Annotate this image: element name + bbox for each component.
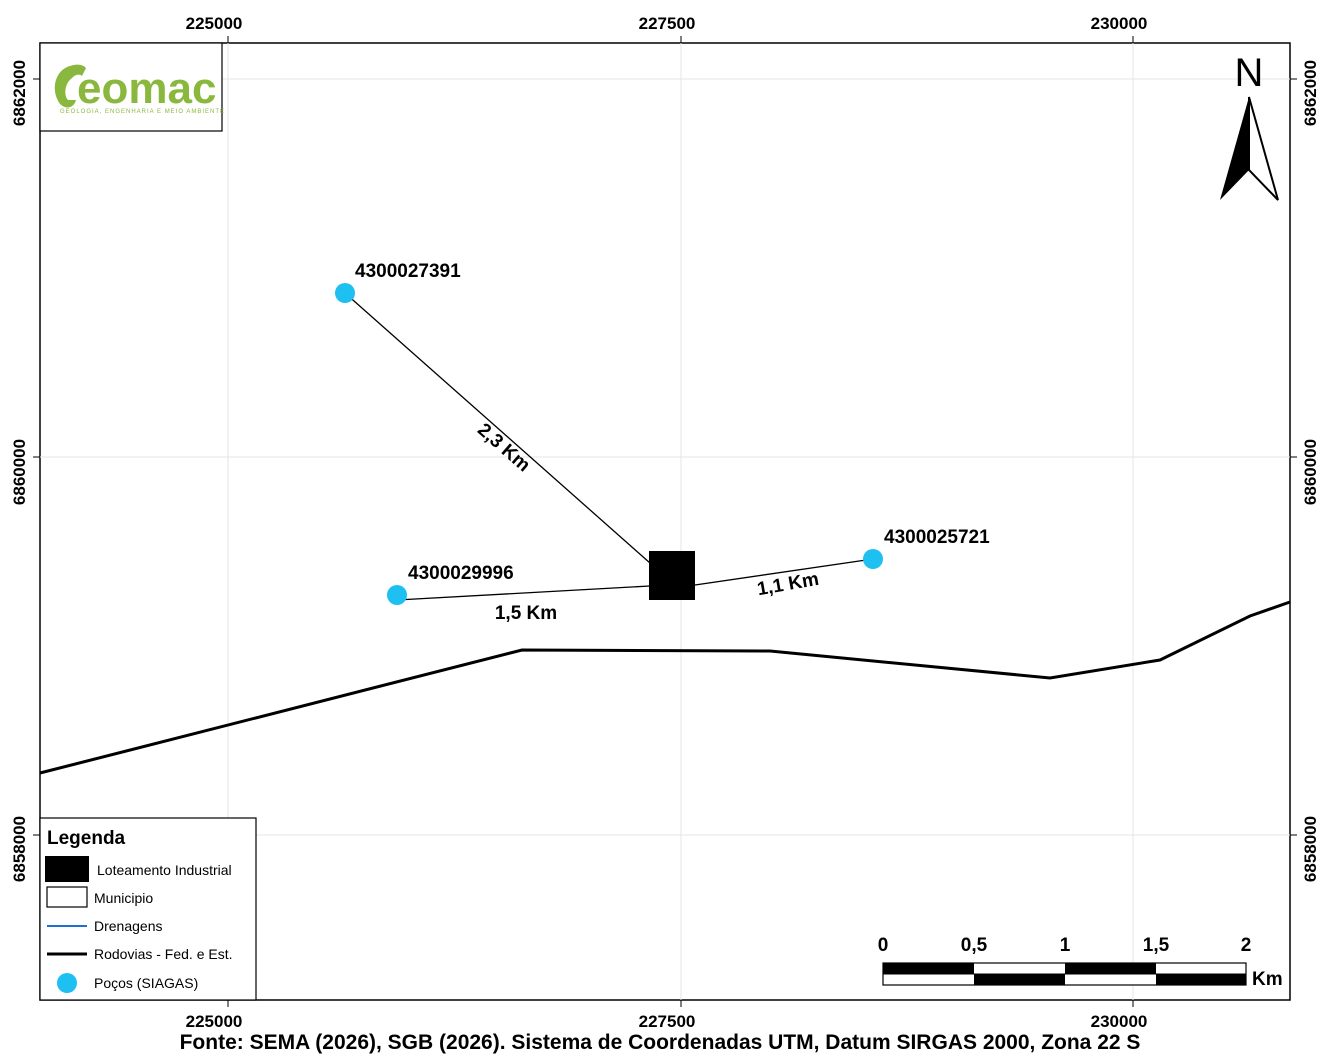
distance-line-4300025721	[694, 558, 874, 586]
legend-swatch-lot	[45, 856, 89, 882]
scale-label-0-5: 0,5	[961, 935, 988, 956]
legend: Legenda Loteamento Industrial Municipio …	[39, 817, 257, 1001]
x-tick-top-3: 230000	[1091, 14, 1148, 33]
scale-label-1-5: 1,5	[1143, 935, 1170, 956]
logo: eomac GEOLOGIA, ENGENHARIA E MEIO AMBIEN…	[39, 42, 225, 132]
well-label-1: 4300027391	[355, 261, 461, 282]
legend-title: Legenda	[47, 828, 126, 849]
well-point-4300029996	[387, 585, 407, 605]
legend-label-lot: Loteamento Industrial	[97, 862, 232, 878]
legend-label-pocos: Poços (SIAGAS)	[94, 975, 198, 991]
scale-label-0: 0	[878, 935, 889, 956]
well-label-2: 4300029996	[408, 563, 514, 584]
logo-subtitle: GEOLOGIA, ENGENHARIA E MEIO AMBIENTE	[60, 109, 225, 115]
x-tick-bottom-3: 230000	[1091, 1012, 1148, 1031]
scale-bar: 0 0,5 1 1,5 2 Km	[878, 935, 1283, 990]
x-tick-bottom-1: 225000	[186, 1012, 243, 1031]
y-tick-right-2: 6860000	[1301, 439, 1320, 505]
logo-text: eomac	[77, 64, 216, 113]
tick-marks	[33, 36, 1297, 1007]
y-tick-left-1: 6862000	[10, 60, 29, 126]
y-tick-right-1: 6862000	[1301, 60, 1320, 126]
well-point-4300025721	[863, 549, 883, 569]
legend-swatch-municipio	[46, 886, 88, 908]
legend-swatch-pocos	[57, 973, 77, 993]
scale-label-1: 1	[1060, 935, 1071, 956]
leaf-icon	[54, 64, 86, 108]
legend-box	[39, 817, 257, 1001]
y-tick-left-3: 6858000	[10, 816, 29, 882]
scale-unit: Km	[1252, 969, 1283, 990]
distance-label-2: 1,5 Km	[495, 603, 557, 624]
legend-label-rodovias: Rodovias - Fed. e Est.	[94, 946, 233, 962]
north-arrow-icon	[1220, 97, 1249, 200]
well-label-3: 4300025721	[884, 527, 990, 548]
y-tick-left-2: 6860000	[10, 439, 29, 505]
distance-lines	[344, 292, 874, 601]
legend-label-municipio: Municipio	[94, 890, 153, 906]
map-caption: Fonte: SEMA (2026), SGB (2026). Sistema …	[179, 1031, 1141, 1054]
legend-label-drenagens: Drenagens	[94, 918, 163, 934]
industrial-lot-polygon	[649, 551, 695, 600]
x-tick-top-2: 227500	[639, 14, 696, 33]
y-tick-right-3: 6858000	[1301, 816, 1320, 882]
scale-label-2: 2	[1241, 935, 1252, 956]
x-tick-bottom-2: 227500	[639, 1012, 696, 1031]
logo-frame	[39, 42, 223, 132]
well-point-4300027391	[335, 283, 355, 303]
x-tick-top-1: 225000	[186, 14, 243, 33]
highway-line	[39, 600, 1291, 775]
north-arrow: N	[1220, 51, 1279, 201]
distance-line-4300027391	[344, 292, 651, 564]
distance-line-4300029996	[396, 585, 651, 601]
north-label: N	[1235, 51, 1264, 95]
